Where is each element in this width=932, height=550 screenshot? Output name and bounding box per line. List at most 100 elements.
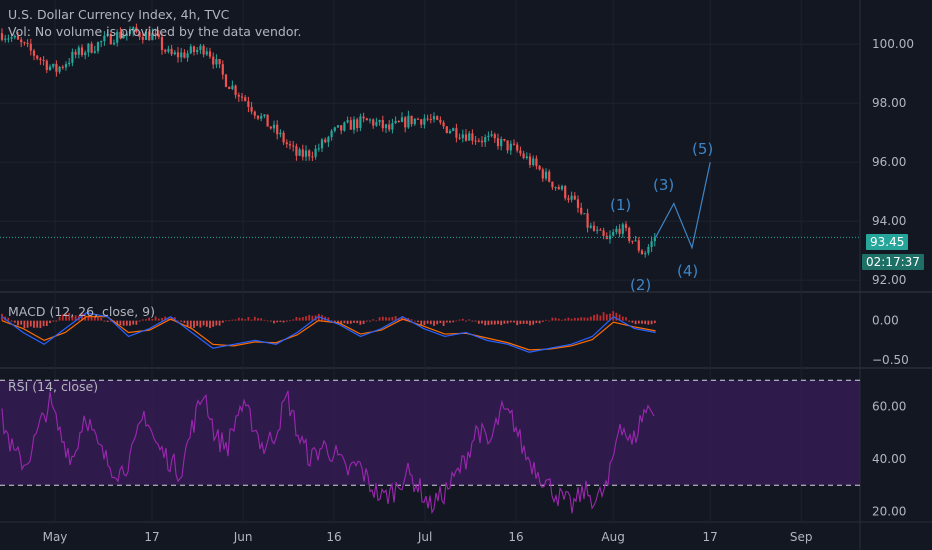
macd-histogram-bar	[423, 320, 426, 326]
macd-histogram-bar	[449, 320, 451, 323]
wave-label-1: (1)	[610, 196, 632, 214]
elliott-wave-line	[655, 162, 711, 250]
candle-body	[340, 125, 343, 131]
macd-histogram-bar	[599, 315, 602, 321]
macd-histogram-bar	[497, 320, 499, 325]
macd-histogram-bar	[474, 320, 477, 322]
macd-histogram-bar	[365, 320, 368, 322]
macd-histogram-bar	[436, 320, 439, 325]
macd-histogram-bar	[442, 320, 445, 326]
candle-body	[477, 140, 480, 142]
macd-histogram-bar	[519, 320, 522, 325]
macd-histogram-bar	[218, 320, 221, 326]
candle-body	[320, 139, 324, 149]
macd-histogram-bar	[602, 312, 605, 321]
macd-histogram-bar	[135, 320, 138, 325]
macd-histogram-bar	[503, 320, 506, 324]
candle-body	[212, 56, 215, 65]
macd-histogram-bar	[381, 316, 384, 321]
macd-histogram-bar	[209, 320, 211, 329]
candle-body	[621, 224, 624, 234]
candle-body	[250, 106, 253, 112]
macd-histogram-bar	[570, 318, 573, 321]
candle-body	[516, 144, 519, 151]
candle-body	[413, 118, 416, 125]
macd-histogram-bar	[506, 320, 509, 324]
rsi-label[interactable]: RSI (14, close)	[8, 379, 99, 394]
candle-body	[32, 50, 36, 56]
candle-body	[429, 119, 432, 121]
candle-body	[311, 156, 314, 158]
macd-histogram-bar	[276, 320, 279, 323]
macd-histogram-bar	[305, 316, 307, 321]
candle-body	[519, 150, 522, 154]
candle-body	[404, 117, 407, 128]
candle-body	[388, 124, 391, 130]
macd-histogram-bar	[362, 320, 365, 324]
candle-body	[224, 74, 228, 87]
macd-histogram-bar	[17, 320, 19, 326]
candle-body	[64, 64, 68, 68]
macd-histogram-bar	[237, 317, 240, 321]
candle-body	[343, 122, 346, 131]
macd-histogram-bar	[439, 320, 442, 324]
candle-body	[570, 195, 573, 200]
candle-body	[384, 124, 388, 129]
candle-body	[215, 59, 218, 65]
candle-body	[576, 199, 580, 208]
candle-body	[327, 137, 330, 143]
candle-body	[324, 139, 327, 143]
candle-body	[439, 119, 442, 123]
macd-tick-label: 0.00	[872, 314, 899, 328]
macd-histogram-bar	[180, 320, 183, 322]
macd-histogram-bar	[154, 316, 157, 321]
macd-histogram-bar	[583, 317, 586, 321]
candle-body	[170, 48, 173, 55]
candle-body	[372, 119, 375, 126]
candle-body	[567, 198, 570, 200]
macd-histogram-bar	[45, 320, 48, 326]
candle-body	[493, 134, 496, 139]
candle-body	[452, 128, 455, 131]
macd-histogram-bar	[378, 317, 381, 321]
candle-body	[157, 34, 160, 38]
macd-label[interactable]: MACD (12, 26, close, 9)	[8, 304, 155, 319]
candle-body	[144, 31, 148, 40]
candle-body	[39, 58, 42, 60]
candle-body	[202, 45, 205, 55]
candle-body	[647, 247, 650, 254]
time-tick-label: Jun	[233, 530, 253, 544]
macd-histogram-bar	[404, 317, 407, 321]
macd-histogram-bar	[231, 319, 234, 321]
candle-body	[528, 156, 532, 165]
candle-body	[154, 33, 157, 35]
candle-body	[551, 181, 554, 188]
candle-body	[84, 52, 87, 56]
candle-body	[359, 116, 362, 129]
macd-histogram-bar	[385, 317, 387, 321]
candle-body	[189, 46, 192, 54]
candle-body	[71, 51, 74, 63]
macd-histogram-bar	[493, 320, 496, 325]
macd-histogram-bar	[173, 317, 176, 321]
candle-body	[532, 158, 535, 165]
macd-histogram-bar	[525, 320, 528, 324]
candle-body	[580, 207, 583, 214]
macd-histogram-bar	[247, 317, 250, 321]
macd-histogram-bar	[650, 320, 653, 325]
candle-body	[628, 227, 631, 241]
candle-body	[218, 59, 221, 65]
candle-body	[599, 229, 602, 231]
macd-histogram-bar	[122, 320, 125, 326]
macd-histogram-bar	[481, 320, 483, 324]
candle-body	[612, 232, 615, 236]
macd-histogram-bar	[132, 320, 135, 325]
candle-body	[186, 53, 189, 58]
macd-histogram-bar	[644, 320, 647, 325]
macd-histogram-bar	[653, 320, 656, 324]
macd-histogram-bar	[628, 320, 631, 322]
candle-body	[16, 35, 20, 40]
candle-body	[61, 66, 64, 68]
candle-body	[269, 126, 272, 129]
